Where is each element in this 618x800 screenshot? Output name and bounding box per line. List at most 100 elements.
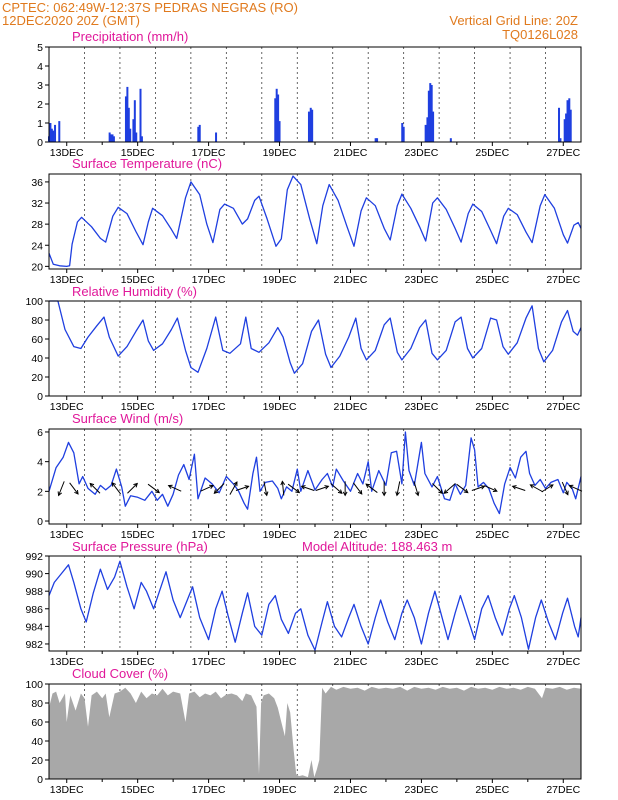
x-tick-label: 17DEC bbox=[192, 274, 226, 286]
precipitation-title: Precipitation (mm/h) bbox=[72, 29, 188, 44]
precip-bar bbox=[558, 107, 561, 142]
wind-arrow bbox=[365, 483, 378, 493]
wind-arrow bbox=[58, 481, 65, 496]
y-tick-label: 3 bbox=[37, 80, 43, 92]
precip-bar bbox=[108, 132, 111, 142]
plot-frame bbox=[48, 300, 582, 397]
wind-arrow-head bbox=[233, 481, 238, 487]
precip-bar bbox=[52, 130, 55, 142]
wind-arrow-head bbox=[300, 485, 306, 490]
x-tick-label: 15DEC bbox=[121, 274, 155, 286]
wind-arrow bbox=[263, 481, 268, 496]
cloud-cover-area bbox=[49, 686, 581, 779]
wind-arrow bbox=[330, 483, 343, 494]
precip-bar bbox=[430, 85, 433, 142]
wind-arrow bbox=[432, 483, 443, 494]
y-tick-label: 4 bbox=[37, 61, 43, 73]
wind-arrow bbox=[281, 481, 285, 496]
wind-title: Surface Wind (m/s) bbox=[72, 411, 183, 426]
wind-arrow bbox=[89, 483, 101, 494]
y-tick-label: 60 bbox=[31, 334, 43, 346]
precip-bar bbox=[309, 107, 312, 142]
wind-arrow-head bbox=[295, 488, 301, 494]
plot-frame bbox=[48, 173, 582, 270]
cloud-cover-title: Cloud Cover (%) bbox=[72, 666, 168, 681]
x-tick-label: 19DEC bbox=[263, 147, 297, 159]
y-tick-label: 988 bbox=[25, 586, 43, 598]
wind-arrow bbox=[471, 485, 485, 491]
x-tick-label: 17DEC bbox=[192, 401, 226, 413]
x-tick-label: 19DEC bbox=[263, 784, 297, 796]
precip-bar bbox=[307, 111, 310, 142]
wind-arrow-head bbox=[548, 484, 554, 489]
x-tick-label: 23DEC bbox=[404, 529, 438, 541]
wind-arrow-head bbox=[280, 480, 286, 486]
wind-arrow-head bbox=[365, 483, 371, 489]
y-tick-label: 2 bbox=[37, 99, 43, 111]
precip-bar bbox=[432, 111, 435, 142]
precip-bar bbox=[426, 117, 429, 142]
precip-bar bbox=[401, 123, 404, 142]
wind-arrow bbox=[396, 481, 401, 496]
wind-arrow-head bbox=[529, 484, 535, 489]
wind-arrow bbox=[229, 481, 238, 495]
y-tick-label: 80 bbox=[31, 698, 43, 710]
wind-arrow bbox=[111, 482, 121, 495]
precipitation-panel: Precipitation (mm/h) 0 1 2 3 4 5 13DEC 15DEC 17D… bbox=[37, 29, 582, 159]
precip-bar bbox=[49, 123, 52, 142]
x-tick-label: 27DEC bbox=[546, 784, 580, 796]
x-tick-label: 27DEC bbox=[546, 401, 580, 413]
x-tick-label: 25DEC bbox=[475, 401, 509, 413]
y-tick-label: 0 bbox=[37, 137, 43, 149]
x-tick-label: 21DEC bbox=[334, 147, 368, 159]
x-tick-label: 15DEC bbox=[121, 529, 155, 541]
x-tick-label: 21DEC bbox=[334, 401, 368, 413]
header-model-code: TQ0126L028 bbox=[502, 27, 578, 42]
y-tick-label: 0 bbox=[37, 774, 43, 786]
x-tick-label: 25DEC bbox=[475, 784, 509, 796]
x-tick-label: 17DEC bbox=[192, 147, 226, 159]
precip-bar bbox=[277, 94, 280, 142]
x-tick-label: 19DEC bbox=[263, 401, 297, 413]
y-tick-label: 20 bbox=[31, 261, 43, 273]
wind-arrow bbox=[301, 485, 315, 491]
wind-arrow-head bbox=[443, 489, 449, 494]
wind-arrow bbox=[456, 483, 469, 493]
precip-bar bbox=[110, 134, 113, 142]
header-date: 12DEC2020 20Z (GMT) bbox=[2, 13, 140, 28]
plot-frame bbox=[48, 46, 582, 143]
x-tick-label: 27DEC bbox=[546, 529, 580, 541]
y-tick-label: 4 bbox=[37, 457, 43, 469]
precip-bar bbox=[111, 134, 114, 142]
series-line bbox=[48, 560, 582, 651]
wind-arrow-head bbox=[342, 491, 348, 497]
wind-arrow-head bbox=[89, 482, 95, 488]
x-tick-label: 13DEC bbox=[50, 529, 84, 541]
precip-bar bbox=[566, 100, 569, 142]
wind-arrow-head bbox=[57, 491, 63, 497]
precip-bar bbox=[124, 96, 127, 142]
y-tick-label: 992 bbox=[25, 551, 43, 563]
wind-arrow bbox=[561, 481, 569, 495]
temperature-panel: Surface Temperature (nC) 20 24 28 32 36 13DEC… bbox=[31, 156, 582, 286]
x-tick-label: 15DEC bbox=[121, 147, 155, 159]
precip-bar bbox=[54, 124, 57, 142]
precip-bar bbox=[559, 138, 562, 142]
precip-bar bbox=[126, 86, 129, 142]
precip-bar bbox=[569, 109, 572, 142]
x-tick-label: 23DEC bbox=[404, 401, 438, 413]
y-tick-label: 2 bbox=[37, 486, 43, 498]
y-tick-label: 986 bbox=[25, 604, 43, 616]
x-tick-label: 27DEC bbox=[546, 656, 580, 668]
wind-arrow-head bbox=[564, 490, 569, 496]
y-tick-label: 6 bbox=[37, 427, 43, 439]
precip-bar bbox=[139, 88, 142, 142]
precip-bar bbox=[132, 119, 135, 142]
humidity-panel: Relative Humidity (%) 0 20 40 60 80 100 13DEC 1… bbox=[25, 284, 582, 413]
wind-arrow bbox=[127, 483, 138, 494]
y-tick-label: 1 bbox=[37, 118, 43, 130]
precip-bar bbox=[58, 121, 61, 142]
x-tick-label: 15DEC bbox=[121, 784, 155, 796]
y-tick-label: 0 bbox=[37, 516, 43, 528]
wind-arrow-head bbox=[568, 484, 574, 490]
